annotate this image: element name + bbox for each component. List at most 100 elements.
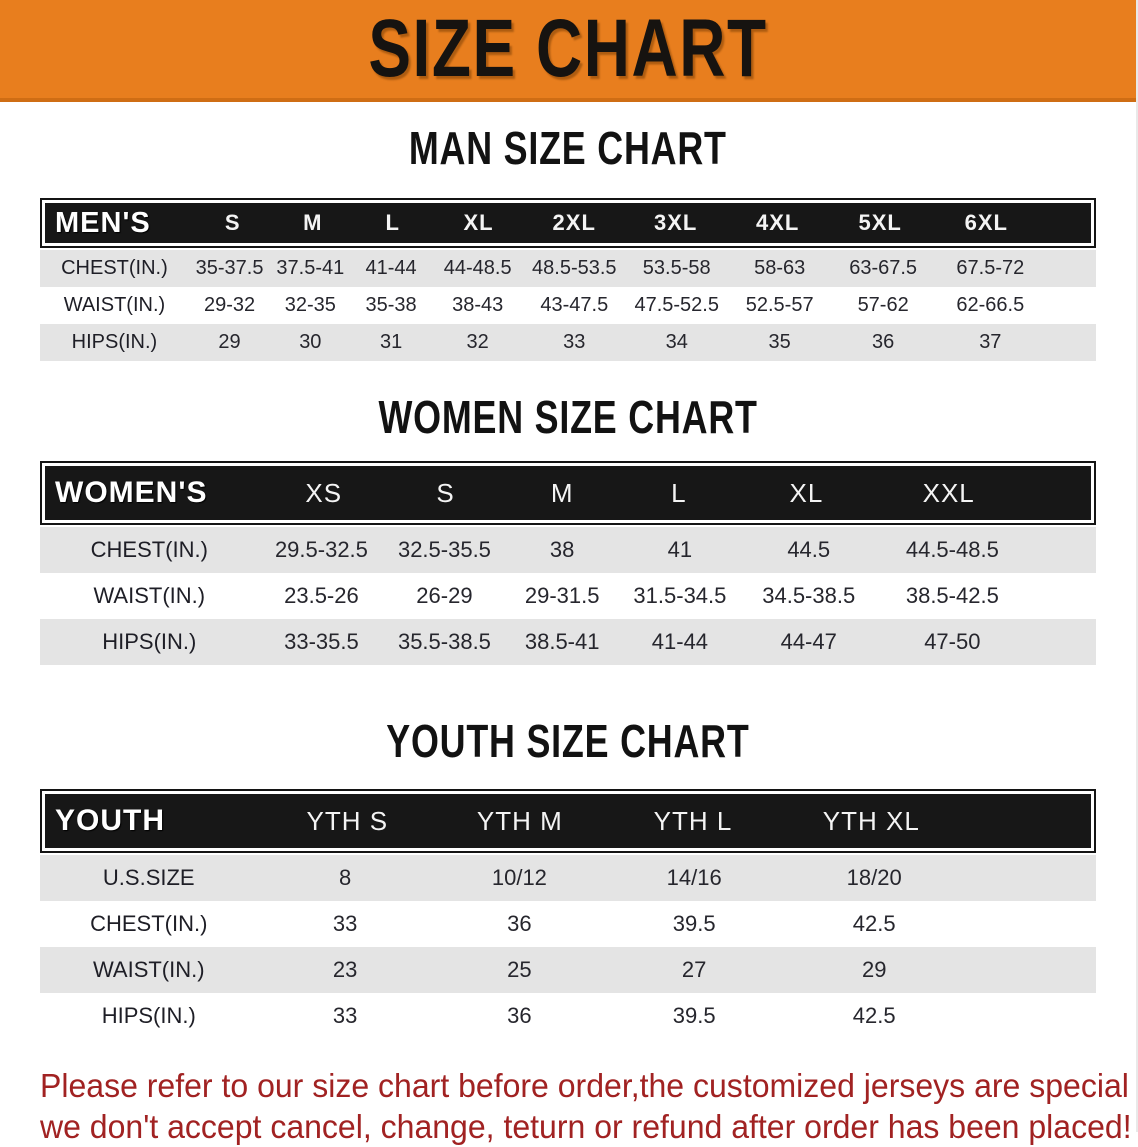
size-value: 30 (270, 324, 351, 361)
size-value: 39.5 (672, 1003, 716, 1028)
size-value: 67.5-72 (935, 250, 1046, 287)
table-row: HIPS(IN.) 33 36 39.5 42.5 (40, 993, 1096, 1039)
table-row: HIPS(IN.) 33-35.5 35.5-38.5 38.5-41 41-44 44-… (40, 619, 1096, 665)
row-filler (1045, 287, 1096, 324)
table-header-bar: MEN'S S M L XL 2XL 3XL 4XL 5XL 6XL (40, 198, 1096, 248)
size-value: 38-43 (452, 294, 504, 316)
size-value: 52.5-57 (745, 294, 814, 316)
row-filler (1027, 573, 1096, 619)
size-value: 35-38 (365, 294, 417, 316)
size-value: 38.5-41 (504, 619, 620, 665)
table-row: CHEST(IN.) 33 36 39.5 42.5 (40, 901, 1096, 947)
table-header-bar: YOUTH YTH S YTH M YTH L YTH XL (40, 789, 1096, 853)
size-value: 31.5-34.5 (633, 583, 727, 608)
size-value: 27 (605, 947, 783, 993)
size-value: 44-47 (740, 619, 878, 665)
size-value: 35.5-38.5 (384, 619, 505, 665)
header-row: MEN'S S M L XL 2XL 3XL 4XL 5XL 6XL (45, 203, 1091, 243)
size-column-header: 2XL (524, 203, 625, 243)
size-value: 44.5-48.5 (877, 527, 1028, 573)
size-column-header: YTH M (434, 794, 606, 848)
row-label: CHEST(IN.) (40, 250, 189, 287)
size-value: 48.5-53.5 (523, 250, 625, 287)
size-value: 26-29 (416, 583, 473, 608)
size-column-header: M (505, 466, 620, 520)
size-value: 33 (523, 324, 625, 361)
size-value: 29 (188, 324, 271, 361)
size-value: 38 (504, 527, 620, 573)
men-section: MAN SIZE CHART MEN'S S M L XL 2XL 3XL 4XL 5XL 6XL… (0, 124, 1136, 361)
size-value: 23.5-26 (284, 583, 359, 608)
size-value: 37.5-41 (270, 250, 351, 287)
row-label: WAIST(IN.) (40, 947, 258, 993)
header-filler (962, 794, 1091, 848)
row-filler (966, 901, 1096, 947)
table-row: WAIST(IN.) 23.5-26 26-29 29-31.5 31.5-34.5 34… (40, 573, 1096, 619)
size-value: 36 (507, 1003, 532, 1028)
size-value: 36 (507, 911, 532, 936)
size-value: 41-44 (350, 250, 432, 287)
header-filler (1040, 203, 1091, 243)
row-filler (1027, 527, 1096, 573)
size-value: 42.5 (852, 911, 896, 936)
header-row: YOUTH YTH S YTH M YTH L YTH XL (45, 794, 1091, 848)
size-value: 62-66.5 (956, 294, 1025, 316)
size-column-header: XL (738, 466, 875, 520)
size-value: 33 (332, 911, 358, 936)
size-value: 63-67.5 (830, 250, 936, 287)
size-value: 35-37.5 (188, 250, 271, 287)
notice-line-1: Please refer to our size chart before or… (40, 1067, 1138, 1104)
row-label: HIPS(IN.) (40, 619, 259, 665)
size-value: 39.5 (672, 911, 716, 936)
row-label: HIPS(IN.) (101, 1003, 196, 1028)
youth-section-title: YOUTH SIZE CHART (0, 717, 1136, 765)
size-column-header: S (385, 466, 506, 520)
size-value: 44-48.5 (431, 250, 524, 287)
size-column-header: XL (433, 203, 525, 243)
size-value: 47.5-52.5 (634, 294, 719, 316)
size-value: 42.5 (852, 1003, 896, 1028)
row-label: WAIST(IN.) (63, 294, 166, 316)
size-value: 32-35 (284, 294, 336, 316)
table-row: U.S.SIZE 8 10/12 14/16 18/20 (40, 855, 1096, 901)
size-value: 18/20 (782, 855, 967, 901)
notice-line-2: we don't accept cancel, change, teturn o… (40, 1108, 1132, 1145)
size-value: 37 (935, 324, 1046, 361)
table-row: HIPS(IN.) 29 30 31 32 33 34 35 36 37 (40, 324, 1096, 361)
row-filler (1045, 324, 1096, 361)
row-label: CHEST(IN.) (90, 911, 208, 936)
size-value: 29 (782, 947, 967, 993)
size-value: 47-50 (877, 619, 1028, 665)
size-column-header: 5XL (828, 203, 932, 243)
size-value: 41-44 (619, 619, 741, 665)
table-row: CHEST(IN.) 35-37.5 37.5-41 41-44 44-48.5 48.5… (40, 250, 1096, 287)
size-value: 33-35.5 (258, 619, 385, 665)
size-value: 25 (432, 947, 606, 993)
size-value: 57-62 (857, 294, 909, 316)
row-filler (1027, 619, 1096, 665)
men-section-title: MAN SIZE CHART (0, 124, 1136, 172)
size-value: 29.5-32.5 (258, 527, 385, 573)
size-column-header: L (619, 466, 739, 520)
men-section-title-text: MAN SIZE CHART (409, 122, 727, 174)
size-value: 32 (431, 324, 524, 361)
women-section: WOMEN SIZE CHART WOMEN'S XS S M L XL XXL CHEST(… (0, 393, 1136, 665)
order-notice: Please refer to our size chart before or… (40, 1065, 1138, 1147)
size-value: 44.5 (740, 527, 878, 573)
size-column-header: L (352, 203, 434, 243)
size-value: 29-31.5 (524, 583, 600, 608)
size-column-header: 3XL (624, 203, 727, 243)
row-label: CHEST(IN.) (40, 527, 259, 573)
size-value: 34 (624, 324, 729, 361)
row-filler (1045, 250, 1096, 287)
size-value: 14/16 (605, 855, 783, 901)
size-value: 10/12 (432, 855, 606, 901)
size-column-header: XS (261, 466, 386, 520)
page-title: SIZE CHART (368, 3, 768, 94)
row-filler (966, 947, 1096, 993)
size-value: 53.5-58 (624, 250, 729, 287)
women-size-table: WOMEN'S XS S M L XL XXL CHEST(IN.) 29.5-32.5 32.5… (40, 461, 1096, 665)
table-header-label: YOUTH (45, 794, 261, 848)
table-header-label: WOMEN'S (45, 466, 262, 520)
